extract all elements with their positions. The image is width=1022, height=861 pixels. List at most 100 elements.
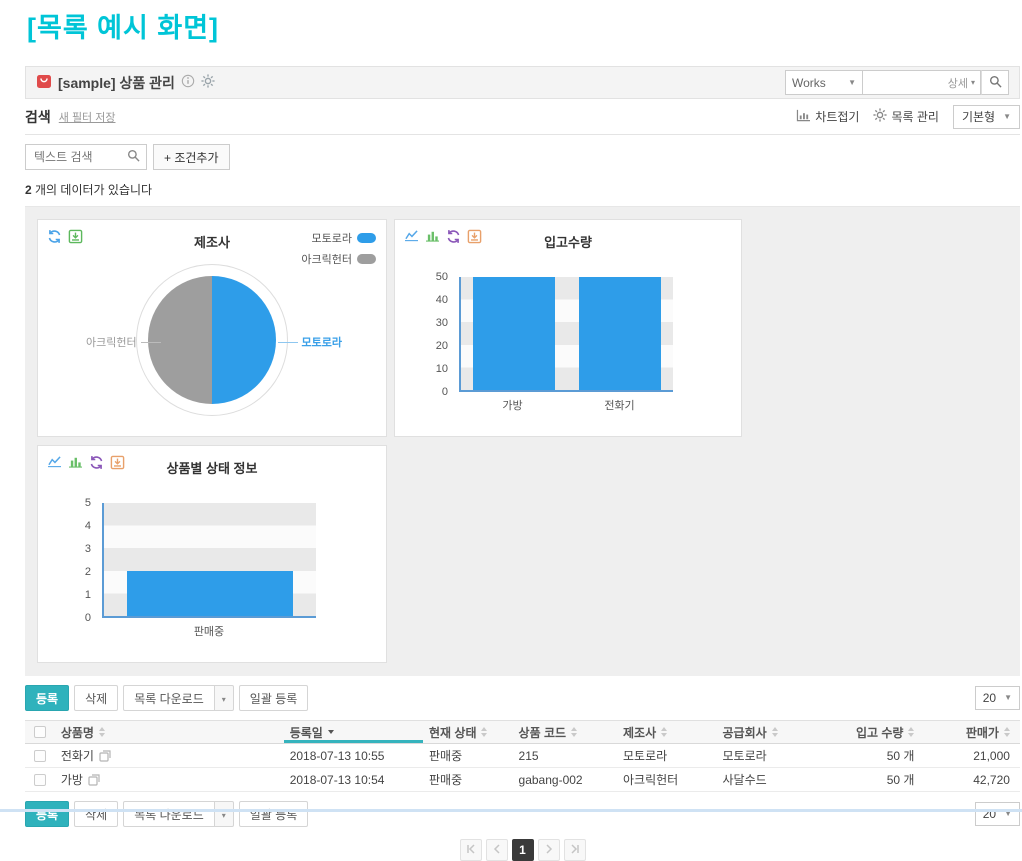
column-header-5[interactable]: 공급회사 xyxy=(717,721,826,743)
select-all-checkbox[interactable] xyxy=(33,726,46,738)
magnifier-icon xyxy=(989,75,1002,91)
chevron-down-icon[interactable]: ▾ xyxy=(970,77,975,87)
works-select[interactable]: Works ▼ xyxy=(785,70,863,95)
table-row[interactable]: 가방 2018-07-13 10:54 판매중 gabang-002 아크릭헌터 사달수드… xyxy=(25,768,1020,792)
document-icon[interactable] xyxy=(99,749,111,762)
column-header-0[interactable]: 상품명 xyxy=(55,721,284,743)
cell-value: 모토로라 xyxy=(722,749,767,763)
chevron-down-icon: ▾ xyxy=(221,695,226,704)
table-row[interactable]: 전화기 2018-07-13 10:55 판매중 215 모토로라 모토로라 50 개 21,… xyxy=(25,744,1020,768)
column-header-4[interactable]: 제조사 xyxy=(617,721,717,743)
row-checkbox[interactable] xyxy=(33,773,46,786)
list-download-button[interactable]: 목록 다운로드 xyxy=(123,801,215,827)
new-filter-link[interactable]: 새 필터 저장 xyxy=(58,111,116,124)
cell-value[interactable]: 가방 xyxy=(60,773,83,787)
row-checkbox[interactable] xyxy=(33,749,46,762)
pie-slice-label: 아크릭헌터 xyxy=(86,337,137,349)
legend-label: 아크릭헌터 xyxy=(301,254,352,266)
list-manage-button[interactable]: 목록 관리 xyxy=(873,108,939,125)
y-tick-label: 30 xyxy=(435,317,448,329)
download-icon[interactable] xyxy=(68,229,83,244)
line-chart-icon[interactable] xyxy=(47,455,62,470)
bulk-register-button[interactable]: 일괄 등록 xyxy=(238,801,309,827)
legend-item[interactable]: 모토로라 xyxy=(301,230,376,246)
legend-item[interactable]: 아크릭헌터 xyxy=(301,251,376,267)
sort-arrows-icon xyxy=(481,727,488,737)
list-download-button[interactable]: 목록 다운로드 xyxy=(123,685,215,711)
table-cell: 2018-07-13 10:55 xyxy=(284,749,423,763)
refresh-icon[interactable] xyxy=(446,229,461,244)
column-label: 공급회사 xyxy=(722,725,767,740)
list-download-caret[interactable]: ▾ xyxy=(214,801,234,827)
page-title: [목록 예시 화면] xyxy=(27,13,220,43)
search-scope-value[interactable]: 상세 xyxy=(947,77,968,90)
bar[interactable] xyxy=(472,277,556,390)
register-button[interactable]: 등록 xyxy=(25,801,70,827)
gear-icon[interactable] xyxy=(201,74,215,91)
download-icon[interactable] xyxy=(110,455,125,470)
delete-button[interactable]: 삭제 xyxy=(74,685,119,711)
chart-collapse-button[interactable]: 차트접기 xyxy=(796,108,859,125)
page-size-select[interactable]: 20 ▼ xyxy=(974,686,1020,710)
pie[interactable] xyxy=(148,276,276,404)
chart-collapse-label: 차트접기 xyxy=(815,110,860,124)
table-cell: 50 개 xyxy=(826,747,921,764)
search-button[interactable] xyxy=(981,70,1009,95)
sort-arrows-icon xyxy=(661,727,668,737)
register-button[interactable]: 등록 xyxy=(25,685,70,711)
last-page-button[interactable] xyxy=(563,839,586,861)
result-count-number: 2 xyxy=(25,183,32,197)
table-body: 전화기 2018-07-13 10:55 판매중 215 모토로라 모토로라 50 개 21,… xyxy=(25,744,1020,792)
first-page-icon xyxy=(466,843,476,857)
header-search-input[interactable] xyxy=(868,75,920,90)
table-cell: 모토로라 xyxy=(617,747,717,764)
magnifier-icon[interactable] xyxy=(127,149,140,165)
add-condition-button[interactable]: + 조건추가 xyxy=(153,144,230,170)
bar-chart-icon[interactable] xyxy=(68,455,83,470)
text-search-box xyxy=(25,144,147,170)
text-search-input[interactable] xyxy=(32,149,123,165)
bar-chart-icon[interactable] xyxy=(425,229,440,244)
refresh-icon[interactable] xyxy=(47,229,62,244)
bar[interactable] xyxy=(127,570,293,616)
list-download-caret[interactable]: ▾ xyxy=(214,685,234,711)
column-label: 현재 상태 xyxy=(428,725,477,740)
column-header-2[interactable]: 현재 상태 xyxy=(423,721,513,743)
bar-plot xyxy=(459,277,673,392)
search-section-title: 검색 xyxy=(25,108,51,125)
first-page-button[interactable] xyxy=(459,839,482,861)
card-icons xyxy=(47,455,125,470)
table-cell: 아크릭헌터 xyxy=(617,771,717,788)
chart-frame-icon xyxy=(796,109,811,125)
column-header-7[interactable]: 판매가 xyxy=(920,721,1020,743)
bar[interactable] xyxy=(578,277,662,390)
current-page-button[interactable]: 1 xyxy=(511,839,534,861)
bar-slot xyxy=(567,277,673,390)
delete-button[interactable]: 삭제 xyxy=(74,801,119,827)
table-cell: 215 xyxy=(513,749,617,763)
download-icon[interactable] xyxy=(467,229,482,244)
cell-value[interactable]: 전화기 xyxy=(60,749,94,763)
cell-value: gabang-002 xyxy=(518,772,583,787)
line-chart-icon[interactable] xyxy=(404,229,419,244)
table-cell: 21,000 xyxy=(920,749,1020,763)
column-label: 제조사 xyxy=(623,725,657,740)
page-size-select[interactable]: 20 ▼ xyxy=(974,802,1020,826)
download-split-button: 목록 다운로드 ▾ xyxy=(123,685,234,711)
prev-page-icon xyxy=(492,843,502,857)
header-checkbox-cell xyxy=(25,721,55,743)
bulk-register-button[interactable]: 일괄 등록 xyxy=(238,685,309,711)
prev-page-button[interactable] xyxy=(485,839,508,861)
view-type-select[interactable]: 기본형 ▼ xyxy=(952,104,1020,129)
column-header-1[interactable]: 등록일 xyxy=(284,721,423,743)
next-page-button[interactable] xyxy=(537,839,560,861)
column-header-6[interactable]: 입고 수량 xyxy=(826,721,921,743)
document-icon[interactable] xyxy=(88,773,100,786)
x-axis-labels: 판매중 xyxy=(102,623,316,639)
column-label: 입고 수량 xyxy=(855,725,904,740)
last-page-icon xyxy=(570,843,580,857)
x-tick-label: 판매중 xyxy=(193,626,225,638)
column-header-3[interactable]: 상품 코드 xyxy=(513,721,617,743)
refresh-icon[interactable] xyxy=(89,455,104,470)
info-circle-icon[interactable] xyxy=(181,74,195,91)
